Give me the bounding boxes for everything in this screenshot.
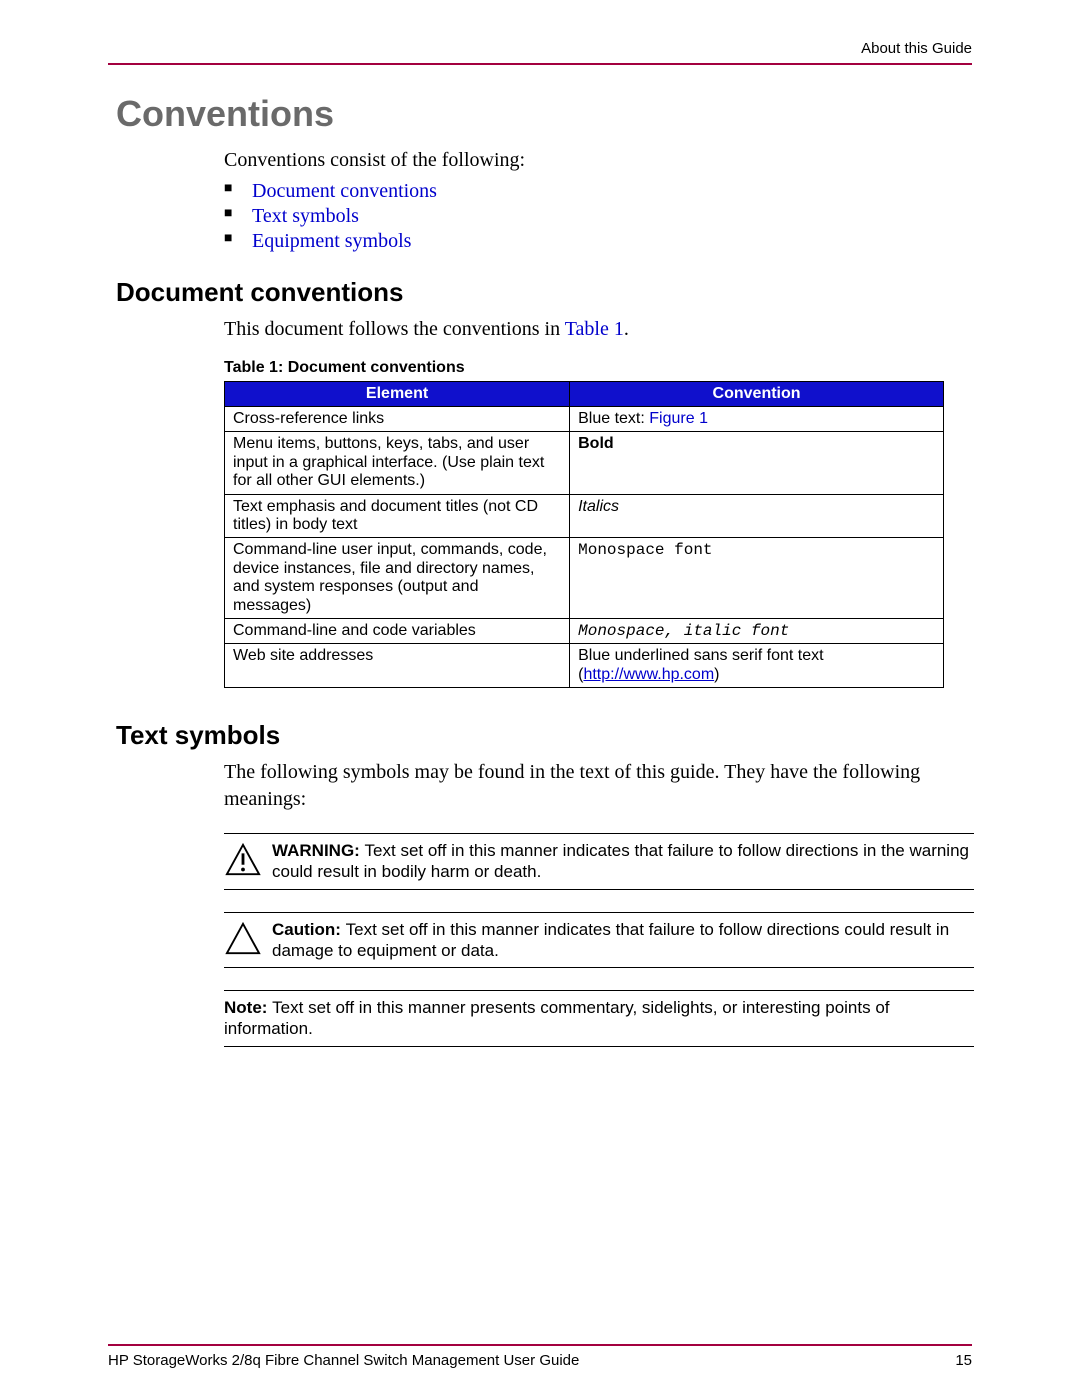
figure-ref-link[interactable]: Figure 1 [649,410,708,427]
xref-link[interactable]: Equipment symbols [252,230,411,252]
note-text: Text set off in this manner presents com… [224,998,890,1038]
cell-convention: Blue underlined sans serif font text (ht… [570,644,944,688]
cell-text: ) [714,666,719,683]
warning-text: Text set off in this manner indicates th… [272,841,969,881]
content: Conventions Conventions consist of the f… [108,93,972,1047]
table-row: Menu items, buttons, keys, tabs, and use… [225,432,944,494]
lead-text-b: . [624,318,629,340]
table-row: Cross-reference links Blue text: Figure … [225,407,944,432]
warning-icon [224,840,272,878]
top-rule [108,63,972,65]
cell-convention: Italics [570,494,944,538]
cell-convention: Monospace font [570,538,944,619]
cell-convention: Blue text: Figure 1 [570,407,944,432]
cell-convention: Monospace, italic font [570,618,944,643]
section-heading: Document conventions [116,277,972,308]
callout-rule [224,1046,974,1047]
xref-link[interactable]: Text symbols [252,205,359,227]
page: About this Guide Conventions Conventions… [0,0,1080,1397]
cell-element: Cross-reference links [225,407,570,432]
footer-page-number: 15 [955,1352,972,1369]
callout-row: Caution: Text set off in this manner ind… [224,913,974,968]
section-lead: This document follows the conventions in… [224,316,972,343]
running-head: About this Guide [108,40,972,63]
section-lead: The following symbols may be found in th… [224,759,972,813]
table-header-row: Element Convention [225,382,944,407]
bullet-item: Document conventions [224,180,972,203]
cell-element: Command-line and code variables [225,618,570,643]
conventions-table: Element Convention Cross-reference links… [224,381,944,688]
cell-element: Text emphasis and document titles (not C… [225,494,570,538]
url-link[interactable]: http://www.hp.com [583,666,714,683]
xref-link[interactable]: Document conventions [252,180,437,202]
cell-element: Menu items, buttons, keys, tabs, and use… [225,432,570,494]
cell-element: Command-line user input, commands, code,… [225,538,570,619]
bullet-item: Text symbols [224,205,972,228]
footer-row: HP StorageWorks 2/8q Fibre Channel Switc… [108,1352,972,1369]
table-ref-link[interactable]: Table 1 [565,318,624,340]
cell-convention: Bold [570,432,944,494]
table-row: Text emphasis and document titles (not C… [225,494,944,538]
caution-label: Caution: [272,920,346,939]
page-footer: HP StorageWorks 2/8q Fibre Channel Switc… [108,1344,972,1369]
table-caption: Table 1: Document conventions [224,359,972,377]
bullet-list: Document conventions Text symbols Equipm… [224,180,972,253]
page-title: Conventions [116,93,972,135]
warning-block: WARNING: Text set off in this manner ind… [224,833,974,890]
section-heading: Text symbols [116,720,972,751]
footer-rule [108,1344,972,1346]
warning-label: WARNING: [272,841,365,860]
callout-text: WARNING: Text set off in this manner ind… [272,840,974,883]
callout-row: WARNING: Text set off in this manner ind… [224,834,974,889]
table-row: Command-line and code variables Monospac… [225,618,944,643]
caution-block: Caution: Text set off in this manner ind… [224,912,974,969]
callout-text: Caution: Text set off in this manner ind… [272,919,974,962]
footer-doc-title: HP StorageWorks 2/8q Fibre Channel Switc… [108,1352,579,1369]
note-row: Note: Text set off in this manner presen… [224,991,974,1046]
lead-text-a: This document follows the conventions in [224,318,565,340]
table-row: Command-line user input, commands, code,… [225,538,944,619]
bullet-item: Equipment symbols [224,230,972,253]
col-header-convention: Convention [570,382,944,407]
cell-element: Web site addresses [225,644,570,688]
callout-rule [224,889,974,890]
col-header-element: Element [225,382,570,407]
note-label: Note: [224,998,272,1017]
caution-icon [224,919,272,957]
callout-rule [224,967,974,968]
cell-text: Blue text: [578,410,649,427]
intro-text: Conventions consist of the following: [224,147,972,174]
note-block: Note: Text set off in this manner presen… [224,990,974,1047]
caution-text: Text set off in this manner indicates th… [272,920,949,960]
table-row: Web site addresses Blue underlined sans … [225,644,944,688]
